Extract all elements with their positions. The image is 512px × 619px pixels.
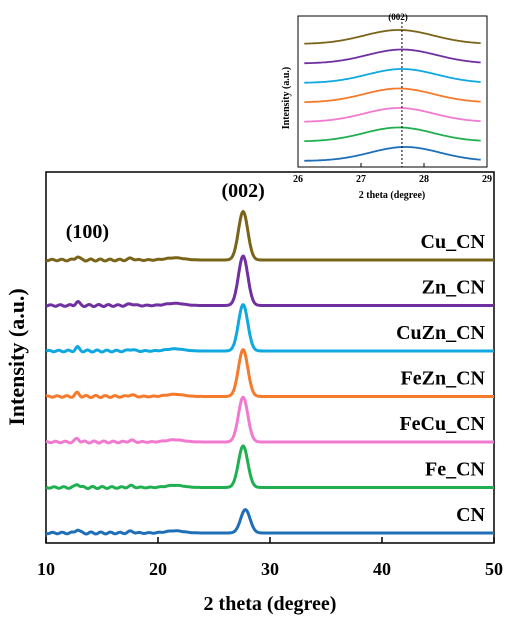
inset-y-axis-label: Intensity (a.u.)	[281, 67, 292, 130]
x-tick-label: 40	[373, 559, 391, 579]
inset-x-tick-label: 28	[419, 174, 429, 185]
trace-Fe_CN	[45, 444, 494, 491]
series-label-FeZn_CN: FeZn_CN	[401, 368, 486, 390]
trace-CN	[45, 508, 494, 536]
inset-x-tick-label: 29	[482, 174, 492, 185]
inset-traces	[304, 29, 481, 162]
x-tick-label: 10	[37, 559, 55, 579]
trace-Zn_CN	[45, 254, 494, 309]
series-label-Fe_CN: Fe_CN	[425, 459, 486, 481]
series-label-CuZn_CN: CuZn_CN	[396, 322, 485, 344]
series-label-FeCu_CN: FeCu_CN	[399, 413, 485, 435]
main-traces	[45, 209, 494, 536]
series-label-CN: CN	[456, 504, 485, 526]
main-x-axis-label: 2 theta (degree)	[204, 593, 337, 615]
inset-plot-frame	[297, 15, 488, 168]
x-tick-label: 30	[261, 559, 279, 579]
trace-FeCu_CN	[45, 395, 494, 445]
inset-x-tick-label: 27	[356, 174, 366, 185]
inset-trace-CuZn_CN	[304, 68, 481, 84]
peak-label-(100): (100)	[66, 221, 109, 243]
trace-CuZn_CN	[45, 302, 494, 354]
inset-trace-Fe_CN	[304, 126, 481, 143]
peak-label-(002): (002)	[221, 180, 264, 202]
inset-trace-FeZn_CN	[304, 87, 481, 104]
inset-x-axis-label: 2 theta (degree)	[359, 190, 425, 201]
main-x-ticks: 10 20 30 40 50	[37, 537, 503, 579]
inset-x-ticks: 26 27 28 29	[293, 163, 492, 185]
trace-FeZn_CN	[45, 347, 494, 400]
main-peak-annotations: (100) (002)	[66, 180, 265, 243]
inset-trace-CN	[304, 146, 481, 162]
inset-x-tick-label: 26	[293, 174, 303, 185]
inset-trace-FeCu_CN	[304, 107, 481, 123]
x-tick-label: 20	[149, 559, 167, 579]
trace-Cu_CN	[45, 209, 494, 263]
x-tick-label: 50	[485, 559, 503, 579]
inset-trace-Cu_CN	[304, 29, 481, 45]
series-label-Cu_CN: Cu_CN	[421, 231, 486, 253]
inset-trace-Zn_CN	[304, 48, 481, 65]
series-label-Zn_CN: Zn_CN	[422, 277, 486, 299]
inset-title: (002)	[388, 12, 408, 22]
main-y-axis-label: Intensity (a.u.)	[4, 288, 29, 426]
main-series-labels: Cu_CN Zn_CN CuZn_CN FeZn_CN FeCu_CN Fe_CN CN	[396, 231, 485, 526]
